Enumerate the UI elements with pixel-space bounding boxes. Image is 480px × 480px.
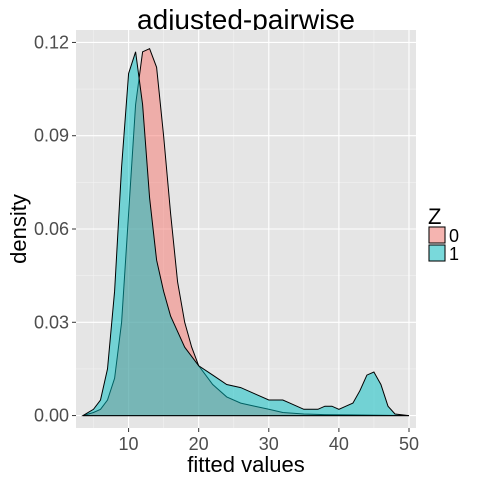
y-axis-title: density [6, 194, 31, 264]
x-axis-title: fitted values [187, 452, 304, 477]
legend-key-z1 [428, 244, 446, 262]
x-tick-label: 50 [399, 434, 419, 454]
x-tick-label: 30 [259, 434, 279, 454]
y-tick-label: 0.00 [34, 406, 69, 426]
x-tick-label: 20 [189, 434, 209, 454]
legend: Z 01 [428, 204, 459, 264]
y-tick-label: 0.12 [34, 32, 69, 52]
chart-title: adjusted-pairwise [137, 4, 355, 35]
x-tick-label: 10 [119, 434, 139, 454]
x-axis: 10 20 30 40 50 [119, 428, 419, 454]
density-area-z1 [81, 51, 410, 417]
legend-title: Z [428, 204, 441, 229]
legend-label-z0: 0 [449, 226, 459, 246]
y-tick-label: 0.09 [34, 126, 69, 146]
y-tick-label: 0.06 [34, 219, 69, 239]
y-tick-label: 0.03 [34, 312, 69, 332]
legend-key-z0 [428, 226, 446, 244]
legend-label-z1: 1 [449, 244, 459, 264]
y-axis: 0.00 0.03 0.06 0.09 0.12 [34, 32, 76, 426]
density-areas [81, 48, 410, 417]
x-tick-label: 40 [329, 434, 349, 454]
